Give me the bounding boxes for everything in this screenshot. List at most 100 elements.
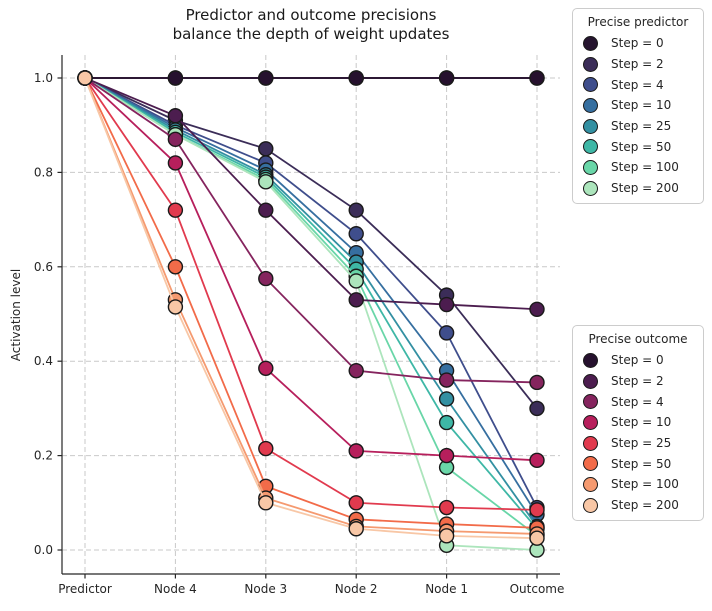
legend-marker-circle — [583, 497, 598, 513]
legend-items-precise-outcome: Step = 0 Step = 2 Step = 4 Step = 10 Step = … — [573, 350, 703, 516]
legend-marker-circle — [583, 77, 598, 93]
legend-item: Step = 200 — [573, 178, 703, 199]
x-tick-label: Node 2 — [335, 582, 378, 596]
marker-precise-outcome-step4 — [529, 374, 545, 391]
marker-precise-outcome-step200 — [438, 528, 455, 544]
y-tick-label: 0.4 — [34, 354, 53, 368]
marker-precise-outcome-step4 — [167, 131, 184, 148]
marker-precise-outcome-step2 — [258, 202, 274, 218]
marker-precise-outcome-step2 — [529, 301, 545, 317]
legend-item: Step = 10 — [573, 412, 703, 433]
marker-precise-outcome-step10 — [529, 452, 545, 469]
legend-marker-circle — [583, 56, 598, 72]
series-line-precise-predictor-step10 — [84, 77, 538, 516]
legend-item-label: Step = 50 — [611, 456, 672, 471]
x-tick-label: Node 1 — [425, 582, 468, 596]
marker-precise-predictor-step2 — [258, 141, 274, 157]
legend-item: Step = 200 — [573, 495, 703, 516]
series-line-precise-outcome-step25 — [84, 77, 538, 511]
marker-precise-predictor-step200 — [258, 174, 274, 190]
legend-item-label: Step = 200 — [611, 181, 679, 196]
legend-marker-circle — [583, 373, 598, 389]
legend-marker-circle — [583, 476, 598, 492]
marker-precise-outcome-step10 — [167, 155, 184, 171]
series-line-precise-predictor-step200 — [84, 77, 538, 551]
series-line-precise-predictor-step4 — [84, 77, 538, 508]
legend-marker-circle — [583, 180, 598, 196]
legend-item: Step = 2 — [573, 371, 703, 392]
legend-title-precise-predictor: Precise predictor — [587, 15, 689, 29]
legend-item-label: Step = 10 — [611, 415, 672, 430]
marker-precise-outcome-step4 — [438, 372, 455, 388]
legend-item: Step = 25 — [573, 116, 703, 137]
marker-precise-outcome-step10 — [438, 447, 455, 464]
x-tick-label: Node 3 — [244, 582, 287, 596]
legend-marker-circle — [583, 97, 598, 113]
marker-precise-outcome-step200 — [529, 530, 545, 546]
marker-precise-outcome-step0 — [167, 70, 184, 86]
chart-title-line1: Predictor and outcome precisions — [185, 6, 437, 24]
legend-item: Step = 0 — [573, 350, 703, 371]
y-tick-label: 0.0 — [34, 543, 53, 557]
legend-title-precise-outcome: Precise outcome — [588, 332, 688, 346]
marker-precise-predictor-step2 — [529, 400, 545, 417]
legend-item: Step = 100 — [573, 157, 703, 178]
legend-item-label: Step = 4 — [611, 77, 664, 92]
marker-precise-predictor-step50 — [438, 414, 455, 431]
y-tick-label: 1.0 — [34, 71, 53, 85]
legend-item: Step = 50 — [573, 136, 703, 157]
marker-precise-outcome-step200 — [348, 521, 364, 537]
legend-marker-circle — [583, 35, 598, 51]
marker-precise-outcome-step0 — [529, 70, 545, 86]
marker-precise-predictor-step4 — [348, 226, 364, 242]
series-line-precise-outcome-step2 — [84, 77, 538, 311]
legend-item-label: Step = 50 — [611, 139, 672, 154]
marker-precise-outcome-step25 — [529, 502, 545, 518]
chart-title-line2: balance the depth of weight updates — [172, 24, 450, 43]
marker-precise-outcome-step25 — [167, 202, 184, 218]
legend-item: Step = 2 — [573, 54, 703, 75]
marker-precise-predictor-step25 — [438, 391, 455, 407]
legend-marker-circle — [583, 456, 598, 472]
marker-precise-outcome-step0 — [438, 70, 455, 86]
legend-item: Step = 100 — [573, 474, 703, 495]
legend-item: Step = 4 — [573, 391, 703, 412]
series-line-precise-predictor-step50 — [84, 77, 538, 530]
marker-precise-outcome-step10 — [348, 443, 364, 459]
legend-item-label: Step = 200 — [611, 498, 679, 513]
marker-precise-predictor-step2 — [348, 202, 364, 218]
marker-precise-outcome-step25 — [258, 440, 274, 457]
legend-item-label: Step = 0 — [611, 36, 664, 51]
marker-precise-outcome-step0 — [258, 70, 274, 86]
legend-marker-circle — [583, 118, 598, 134]
y-tick-label: 0.8 — [34, 165, 53, 179]
marker-precise-predictor-step4 — [438, 325, 455, 341]
legend-item-label: Step = 100 — [611, 477, 679, 492]
marker-precise-outcome-step2 — [167, 108, 184, 124]
legend-item-label: Step = 4 — [611, 394, 664, 409]
legend-marker-circle — [583, 139, 598, 155]
marker-precise-outcome-step25 — [438, 499, 455, 516]
series-line-precise-outcome-step50 — [84, 77, 538, 529]
series-line-precise-outcome-step4 — [84, 77, 538, 384]
series-line-precise-predictor-step2 — [84, 77, 538, 409]
series-line-precise-outcome-step200 — [84, 77, 538, 540]
marker-precise-outcome-step4 — [348, 362, 364, 379]
legend-item-label: Step = 25 — [611, 436, 672, 451]
legend-item-label: Step = 2 — [611, 57, 664, 72]
chart-title: Predictor and outcome precisions balance… — [62, 6, 560, 44]
legend-precise-outcome: Precise outcome Step = 0 Step = 2 Step = 4… — [572, 325, 704, 521]
marker-precise-predictor-step200 — [348, 273, 364, 289]
legend-marker-circle — [583, 394, 598, 410]
legend-item-label: Step = 10 — [611, 98, 672, 113]
marker-precise-outcome-step200 — [167, 299, 184, 315]
series-line-precise-outcome-step100 — [84, 77, 538, 535]
legend-item: Step = 25 — [573, 433, 703, 454]
series-line-precise-predictor-step25 — [84, 77, 538, 527]
legend-item-label: Step = 2 — [611, 374, 664, 389]
marker-precise-outcome-step0 — [348, 70, 364, 86]
y-tick-label: 0.6 — [34, 260, 53, 274]
x-tick-label: Node 4 — [154, 582, 197, 596]
